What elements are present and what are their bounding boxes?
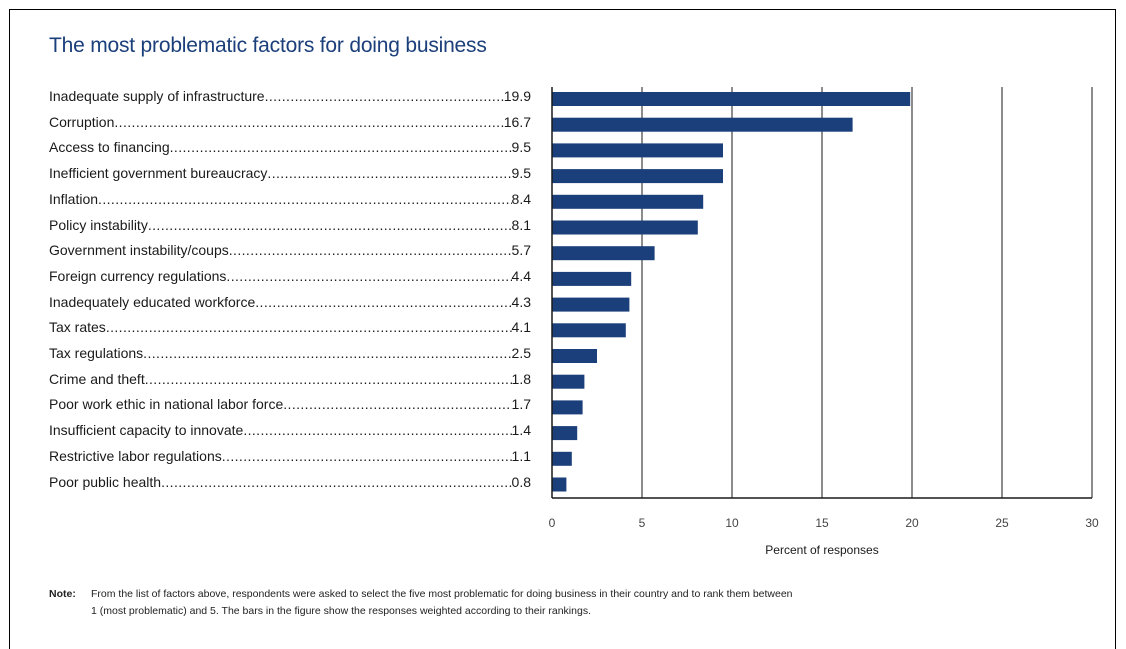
chart-title: The most problematic factors for doing b…: [49, 34, 487, 58]
note-line-2: 1 (most problematic) and 5. The bars in …: [49, 603, 1039, 620]
bar: [552, 323, 626, 337]
category-label-row: Policy instability 8.1: [49, 217, 531, 239]
leader-dots: [222, 448, 512, 464]
data-label: 1.7: [512, 396, 531, 412]
category-label-row: Insufficient capacity to innovate 1.4: [49, 422, 531, 444]
bar: [552, 143, 723, 157]
bar: [552, 298, 629, 312]
category-label: Tax regulations: [49, 345, 143, 361]
category-label: Access to financing: [49, 139, 170, 155]
leader-dots: [143, 345, 511, 361]
leader-dots: [265, 88, 504, 104]
chart-note: Note: From the list of factors above, res…: [49, 586, 1039, 620]
data-label: 16.7: [504, 114, 531, 130]
data-label: 9.5: [512, 165, 531, 181]
leader-dots: [106, 319, 512, 335]
data-label: 1.8: [512, 371, 531, 387]
note-label: Note:: [49, 586, 91, 603]
category-label-row: Inadequate supply of infrastructure 19.9: [49, 88, 531, 110]
x-tick-label: 20: [905, 516, 919, 530]
category-label: Crime and theft: [49, 371, 145, 387]
data-label: 4.1: [512, 319, 531, 335]
bar: [552, 400, 583, 414]
category-label-row: Foreign currency regulations 4.4: [49, 268, 531, 290]
category-label-row: Government instability/coups 5.7: [49, 242, 531, 264]
bar: [552, 349, 597, 363]
bar: [552, 169, 723, 183]
category-label: Tax rates: [49, 319, 106, 335]
leader-dots: [148, 217, 512, 233]
category-label: Foreign currency regulations: [49, 268, 226, 284]
category-label-row: Restrictive labor regulations 1.1: [49, 448, 531, 470]
data-label: 5.7: [512, 242, 531, 258]
category-label: Poor work ethic in national labor force: [49, 396, 283, 412]
x-tick-label: 25: [995, 516, 1009, 530]
category-label: Inadequate supply of infrastructure: [49, 88, 265, 104]
data-label: 4.4: [512, 268, 531, 284]
category-label-row: Poor public health 0.8: [49, 474, 531, 496]
data-label: 9.5: [512, 139, 531, 155]
leader-dots: [226, 268, 511, 284]
category-label-row: Access to financing 9.5: [49, 139, 531, 161]
category-label-row: Inadequately educated workforce 4.3: [49, 294, 531, 316]
category-label: Inefficient government bureaucracy: [49, 165, 267, 181]
category-label: Government instability/coups: [49, 242, 229, 258]
data-label: 8.1: [512, 217, 531, 233]
category-label: Insufficient capacity to innovate: [49, 422, 243, 438]
bar: [552, 118, 853, 132]
data-label: 4.3: [512, 294, 531, 310]
leader-dots: [283, 396, 511, 412]
category-label-row: Inflation 8.4: [49, 191, 531, 213]
bar: [552, 195, 703, 209]
x-tick-label: 15: [815, 516, 829, 530]
leader-dots: [243, 422, 511, 438]
category-label-row: Tax regulations 2.5: [49, 345, 531, 367]
data-label: 8.4: [512, 191, 531, 207]
leader-dots: [114, 114, 503, 130]
leader-dots: [145, 371, 512, 387]
data-label: 19.9: [504, 88, 531, 104]
category-label: Restrictive labor regulations: [49, 448, 222, 464]
category-label-row: Inefficient government bureaucracy 9.5: [49, 165, 531, 187]
data-label: 0.8: [512, 474, 531, 490]
leader-dots: [229, 242, 512, 258]
bar: [552, 478, 566, 492]
x-tick-label: 0: [549, 516, 556, 530]
category-label-row: Crime and theft 1.8: [49, 371, 531, 393]
bar: [552, 375, 584, 389]
bar: [552, 221, 698, 235]
leader-dots: [255, 294, 511, 310]
category-label-row: Poor work ethic in national labor force 1…: [49, 396, 531, 418]
bar: [552, 246, 655, 260]
category-label-row: Corruption 16.7: [49, 114, 531, 136]
category-label-row: Tax rates 4.1: [49, 319, 531, 341]
bar: [552, 426, 577, 440]
bar: [552, 452, 572, 466]
x-tick-label: 5: [639, 516, 646, 530]
category-label: Poor public health: [49, 474, 161, 490]
x-tick-label: 10: [725, 516, 739, 530]
note-line-1: From the list of factors above, responde…: [91, 588, 793, 600]
category-label: Corruption: [49, 114, 114, 130]
category-label: Policy instability: [49, 217, 148, 233]
leader-dots: [170, 139, 512, 155]
category-label: Inadequately educated workforce: [49, 294, 255, 310]
bar: [552, 272, 631, 286]
data-label: 1.1: [512, 448, 531, 464]
leader-dots: [267, 165, 511, 181]
bar: [552, 92, 910, 106]
category-label: Inflation: [49, 191, 98, 207]
x-axis-title: Percent of responses: [765, 543, 878, 557]
leader-dots: [161, 474, 511, 490]
leader-dots: [98, 191, 511, 207]
data-label: 1.4: [512, 422, 531, 438]
bar-chart: 0 5 10 15 20 25 30 Percent of responses: [540, 80, 1100, 570]
data-label: 2.5: [512, 345, 531, 361]
x-tick-label: 30: [1085, 516, 1099, 530]
